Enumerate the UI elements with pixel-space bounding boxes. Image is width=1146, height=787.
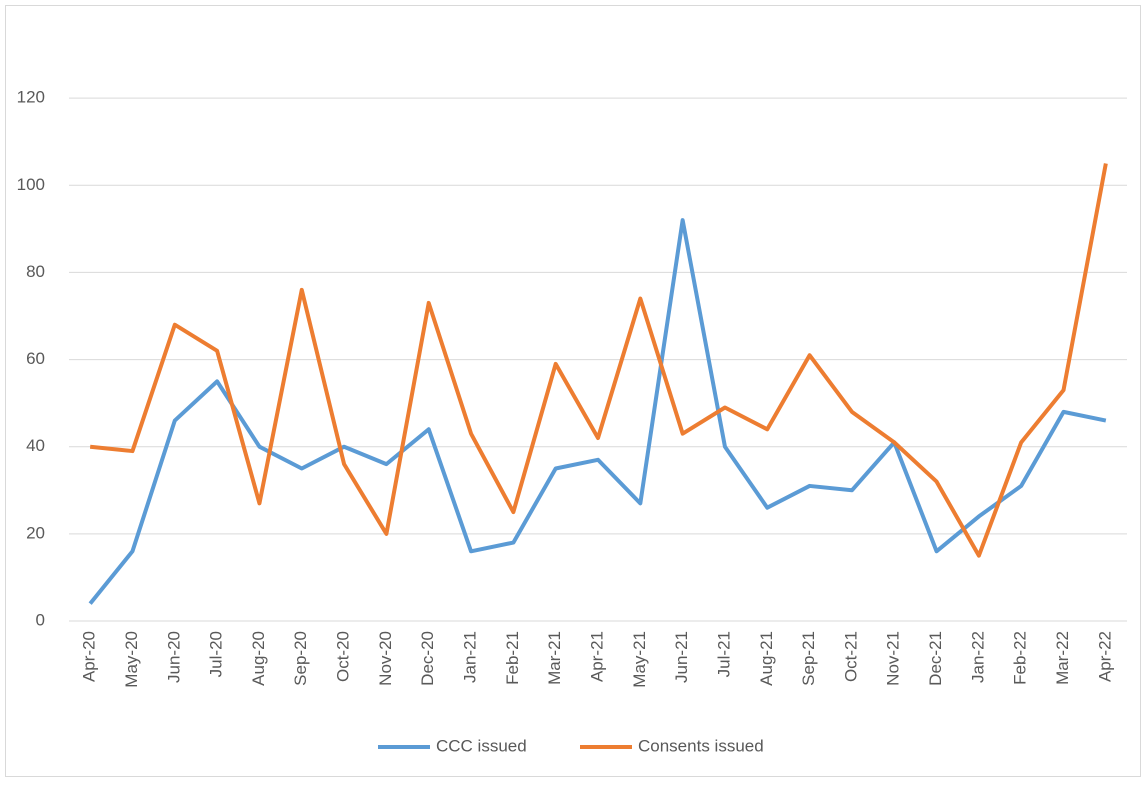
x-tick-label: Dec-20: [418, 631, 437, 686]
legend-label: CCC issued: [436, 736, 527, 755]
series-line: [89, 163, 1108, 558]
x-tick-label: Jun-20: [164, 631, 183, 683]
x-tick-label: Jul-21: [714, 631, 733, 677]
series-line: [88, 218, 1107, 605]
x-tick-label: Mar-22: [1053, 631, 1072, 685]
y-tick-label: 120: [17, 88, 45, 107]
legend-label: Consents issued: [638, 736, 764, 755]
x-tick-label: Jan-22: [968, 631, 987, 683]
x-tick-label: Jun-21: [672, 631, 691, 683]
x-tick-label: Jul-20: [207, 631, 226, 677]
x-tick-label: Apr-22: [1095, 631, 1114, 682]
y-tick-label: 40: [26, 436, 45, 455]
y-tick-label: 100: [17, 175, 45, 194]
x-tick-label: Nov-21: [884, 631, 903, 686]
x-tick-label: Apr-21: [587, 631, 606, 682]
x-tick-label: May-20: [122, 631, 141, 688]
y-tick-label: 0: [36, 610, 45, 629]
x-tick-label: Feb-22: [1011, 631, 1030, 685]
x-tick-label: Aug-21: [757, 631, 776, 686]
x-tick-label: Aug-20: [249, 631, 268, 686]
x-tick-label: Feb-21: [503, 631, 522, 685]
x-tick-label: Sep-21: [799, 631, 818, 686]
x-tick-label: Jan-21: [461, 631, 480, 683]
x-tick-label: Mar-21: [545, 631, 564, 685]
x-tick-label: Oct-21: [841, 631, 860, 682]
x-tick-label: Nov-20: [376, 631, 395, 686]
y-tick-label: 60: [26, 349, 45, 368]
y-tick-label: 80: [26, 262, 45, 281]
y-tick-label: 20: [26, 523, 45, 542]
x-tick-label: Dec-21: [926, 631, 945, 686]
x-tick-label: May-21: [630, 631, 649, 688]
x-tick-label: Apr-20: [80, 631, 99, 682]
x-tick-label: Oct-20: [334, 631, 353, 682]
x-tick-label: Sep-20: [291, 631, 310, 686]
